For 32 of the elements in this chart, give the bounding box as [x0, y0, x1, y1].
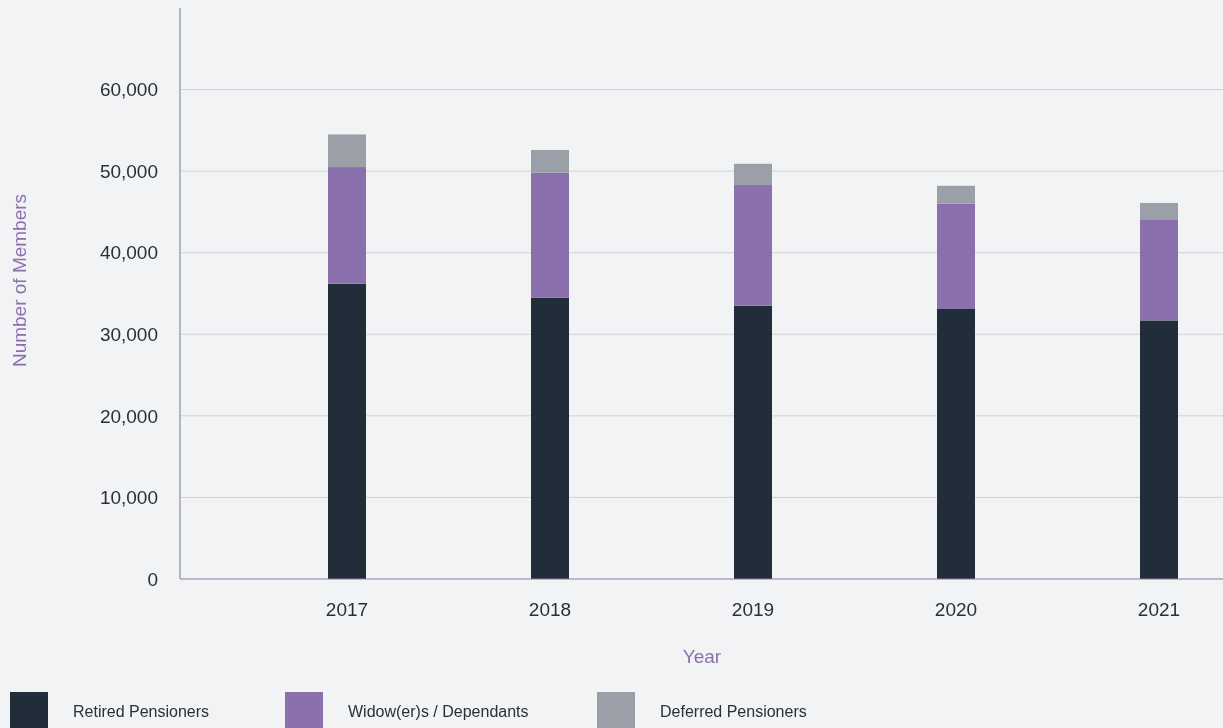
bar: [531, 172, 569, 298]
x-tick-label: 2021: [1137, 599, 1181, 620]
bar: [1140, 202, 1178, 220]
bar: [328, 283, 366, 579]
bar: [1140, 320, 1178, 579]
bar: [734, 185, 772, 306]
bar: [734, 163, 772, 186]
y-tick-label: 40,000: [99, 242, 158, 264]
x-tick-label: 2019: [731, 599, 775, 620]
y-axis-title: Number of Members: [9, 193, 30, 368]
bar: [531, 149, 569, 173]
bar: [531, 297, 569, 579]
bar: [937, 309, 975, 579]
bar: [328, 167, 366, 284]
y-tick-label: 10,000: [99, 487, 158, 509]
bar: [937, 185, 975, 204]
x-tick-label: 2017: [325, 599, 369, 620]
legend-label: Deferred Pensioners: [660, 702, 807, 720]
bar: [328, 134, 366, 168]
bar: [734, 305, 772, 579]
y-tick-label: 50,000: [99, 160, 158, 182]
legend-label: Retired Pensioners: [73, 702, 210, 720]
x-axis-title: Year: [682, 646, 722, 667]
y-tick-label: 0: [147, 568, 158, 590]
y-tick-label: 20,000: [99, 405, 158, 427]
bar: [1140, 219, 1178, 321]
bar: [937, 203, 975, 309]
legend-label: Widow(er)s / Dependants: [348, 702, 529, 720]
y-tick-label: 30,000: [99, 323, 158, 345]
x-tick-label: 2020: [934, 599, 978, 620]
x-tick-label: 2018: [528, 599, 572, 620]
y-tick-label: 60,000: [99, 79, 158, 101]
